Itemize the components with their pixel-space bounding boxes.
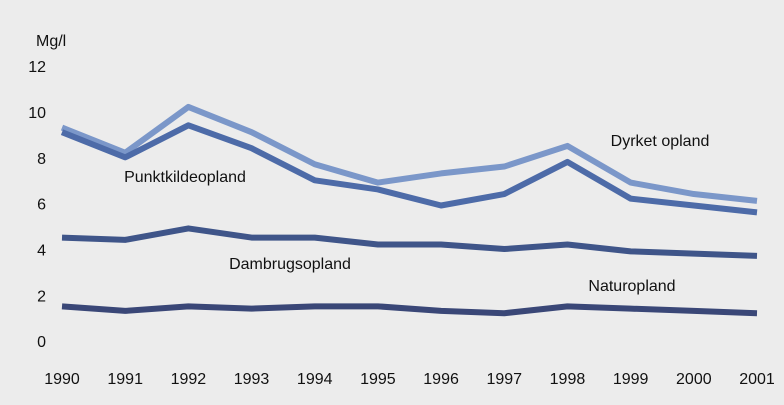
x-tick-label: 1996 xyxy=(423,371,459,388)
y-tick-label: 4 xyxy=(37,243,46,260)
x-tick-label: 1994 xyxy=(297,371,333,388)
y-tick-label: 8 xyxy=(37,151,46,168)
x-tick-label: 1998 xyxy=(550,371,586,388)
x-tick-label: 1992 xyxy=(171,371,207,388)
x-tick-label: 1995 xyxy=(360,371,396,388)
x-tick-label: 2001 xyxy=(739,371,775,388)
series-line xyxy=(60,103,758,204)
x-tick-label: 2000 xyxy=(676,371,712,388)
series-label: Naturopland xyxy=(588,278,675,295)
series-label: Dyrket opland xyxy=(611,133,710,150)
y-axis-label: Mg/l xyxy=(36,33,66,50)
x-tick-label: 1990 xyxy=(44,371,80,388)
series-label: Dambrugsopland xyxy=(229,256,351,273)
y-tick-label: 12 xyxy=(28,59,46,76)
y-tick-label: 2 xyxy=(37,288,46,305)
x-tick-label: 1991 xyxy=(107,371,143,388)
x-tick-label: 1997 xyxy=(486,371,522,388)
x-tick-label: 1999 xyxy=(613,371,649,388)
y-tick-label: 0 xyxy=(37,334,46,351)
series-line xyxy=(61,225,758,259)
y-tick-label: 6 xyxy=(37,197,46,214)
x-tick-label: 1993 xyxy=(234,371,270,388)
series-line xyxy=(61,303,758,317)
y-tick-label: 10 xyxy=(28,105,46,122)
series-label: Punktkildeopland xyxy=(124,169,246,186)
series-line xyxy=(60,122,758,216)
